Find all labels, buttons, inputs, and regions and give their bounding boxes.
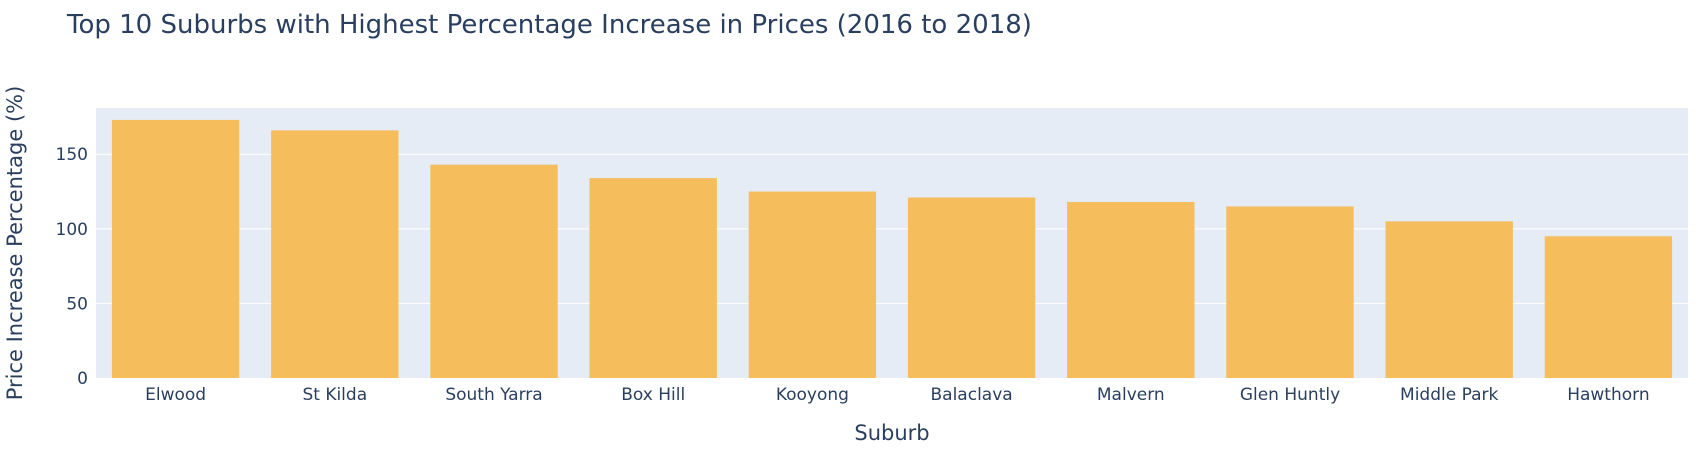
y-tick-label: 100 [56, 220, 88, 240]
bar-middle-park[interactable] [1385, 221, 1513, 378]
chart-title: Top 10 Suburbs with Highest Percentage I… [66, 10, 1032, 40]
x-tick-label: Malvern [1097, 385, 1165, 405]
x-tick-label: Middle Park [1400, 385, 1498, 405]
bar-balaclava[interactable] [907, 197, 1036, 378]
x-tick-label: Box Hill [621, 385, 685, 405]
x-tick-label: Elwood [145, 385, 206, 405]
bar-kooyong[interactable] [748, 191, 877, 378]
bars [111, 119, 1673, 378]
bar-box-hill[interactable] [589, 178, 717, 378]
y-tick-label: 0 [77, 369, 88, 389]
y-tick-label: 50 [66, 294, 88, 314]
x-tick-label: Balaclava [931, 385, 1013, 405]
y-axis-title: Price Increase Percentage (%) [3, 86, 27, 401]
bar-hawthorn[interactable] [1544, 236, 1673, 378]
x-tick-label: Kooyong [776, 385, 849, 405]
bar-elwood[interactable] [111, 119, 240, 378]
x-tick-label: South Yarra [445, 385, 542, 405]
x-axis-title: Suburb [854, 421, 929, 445]
bar-malvern[interactable] [1067, 201, 1195, 378]
y-tick-label: 150 [56, 145, 88, 165]
x-tick-label: Hawthorn [1567, 385, 1649, 405]
bar-glen-huntly[interactable] [1226, 206, 1354, 378]
y-axis-ticks: 0 50 100 150 [56, 145, 88, 389]
bar-st-kilda[interactable] [271, 130, 399, 378]
x-tick-label: Glen Huntly [1240, 385, 1340, 405]
x-tick-label: St Kilda [302, 385, 367, 405]
x-axis-ticks: Elwood St Kilda South Yarra Box Hill Kooyong… [145, 385, 1649, 405]
bar-south-yarra[interactable] [430, 164, 558, 378]
